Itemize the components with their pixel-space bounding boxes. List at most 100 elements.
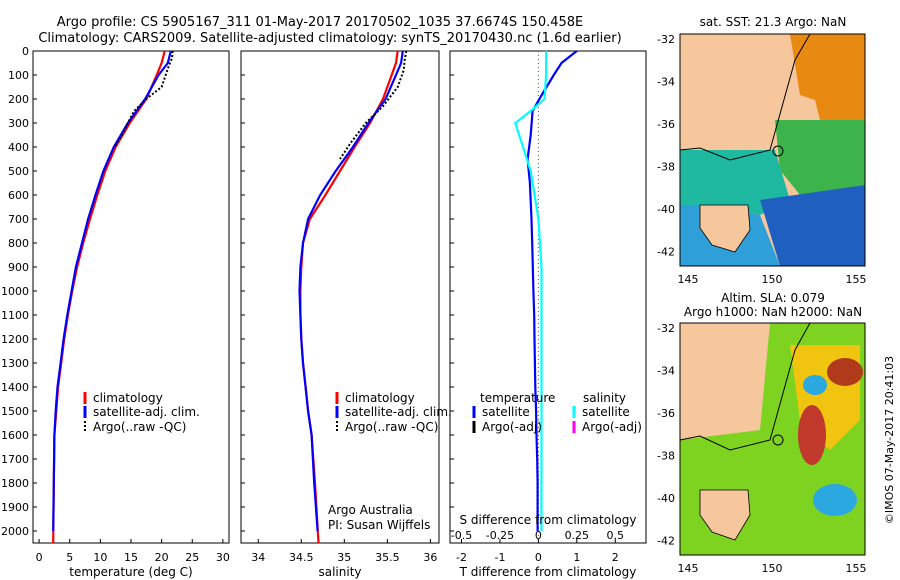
depth-tick-label: 1600 [1,429,29,442]
sst-tasmania [699,204,751,253]
x-tick-label: 15 [124,551,138,564]
lat-tick-label: -40 [657,492,675,505]
lat-tick-label: -38 [657,450,675,463]
depth-tick-label: 1400 [1,381,29,394]
x-tick-label: 1 [573,551,580,564]
lon-tick-label: 145 [678,562,699,575]
s-tick-label: -0.25 [486,529,514,542]
series-layer [52,50,578,544]
sst-map-title: sat. SST: 21.3 Argo: NaN [700,15,847,29]
diff-legend-temperature: temperature [480,391,555,405]
diff-legend-s-argo: Argo(-adj) [582,420,642,434]
sst-bass-strait [680,150,790,215]
s-tick-label: -0.5 [451,529,472,542]
x-tick-label: 0 [36,551,43,564]
temperature-panel [32,50,230,544]
lat-tick-label: -36 [657,407,675,420]
sla-low-2 [813,484,857,516]
legend-satellite: satellite-adj. clim. [93,405,200,419]
depth-tick-label: 1800 [1,477,29,490]
series-line-2-1 [514,51,548,531]
s-tick-label: 0 [535,529,542,542]
depth-tick-label: 2000 [1,525,29,538]
temperature-xlabel: temperature (deg C) [69,565,192,579]
depth-tick-label: 1700 [1,453,29,466]
sst-coastline [679,33,811,161]
sal-legend-climatology: climatology [345,391,415,405]
depth-tick-label: 0 [22,45,29,58]
diff-legend-salinity: salinity [583,391,626,405]
salinity-xlabel: salinity [318,565,361,579]
x-tick-label: 34 [251,551,265,564]
lon-tick-label: 155 [846,562,867,575]
x-tick-label: 0 [535,551,542,564]
argo-australia-label: Argo Australia [328,503,413,517]
series-line-1-0 [299,50,399,544]
depth-tick-label: 500 [8,165,29,178]
lon-tick-label: 150 [762,273,783,286]
series-line-1-2 [339,50,408,160]
depth-tick-label: 900 [8,261,29,274]
depth-tick-label: 400 [8,141,29,154]
lat-tick-label: -38 [657,161,675,174]
t-diff-xlabel: T difference from climatology [459,565,637,579]
s-tick-label: 0.25 [565,529,590,542]
depth-tick-label: 1300 [1,357,29,370]
sla-argo-location [772,434,784,446]
sla-low-1 [803,375,827,395]
depth-tick-label: 1000 [1,285,29,298]
sla-map-frame [679,322,866,556]
x-tick-label: 35 [337,551,351,564]
sst-map [679,33,866,267]
lat-tick-label: -32 [657,322,675,335]
sla-high-1 [827,358,863,386]
diff-legend-t-satellite: satellite [482,405,530,419]
difference-panel [449,50,647,544]
x-tick-label: 30 [216,551,230,564]
lat-tick-label: -42 [657,535,675,548]
series-line-1-1 [298,50,404,532]
sla-coastline [679,322,811,451]
sla-map-title2: Argo h1000: NaN h2000: NaN [684,305,862,319]
x-tick-label: 10 [93,551,107,564]
series-line-2-0 [526,50,578,531]
sst-cold-region [760,185,865,266]
legend-climatology: climatology [93,391,163,405]
x-tick-label: -1 [494,551,505,564]
depth-tick-label: 100 [8,69,29,82]
sal-legend-argo: Argo(..raw -QC) [345,420,438,434]
sla-lat-ticks: -32 -34 -36 -38 -40 -42 [657,322,675,548]
depth-tick-label: 700 [8,213,29,226]
lat-tick-label: -34 [657,76,675,89]
lat-tick-label: -32 [657,33,675,46]
sst-map-frame [679,33,866,267]
depth-tick-label: 1200 [1,333,29,346]
lat-tick-label: -34 [657,365,675,378]
x-tick-layer: 0 5 10 15 20 25 30 34 34.5 35 35.5 36 -2 -1 0 1 2 -0.5 -0.… [36,529,624,564]
lat-tick-label: -42 [657,246,675,259]
sst-argo-location [772,145,784,157]
sst-warm-region [790,34,865,120]
s-diff-label: S difference from climatology [460,513,637,527]
x-tick-label: 5 [66,551,73,564]
lat-tick-label: -40 [657,203,675,216]
x-tick-label: 25 [185,551,199,564]
figure-title-line1: Argo profile: CS 5905167_311 01-May-2017… [57,15,584,30]
depth-tick-labels: 0 100 200 300 400 500 600 700 800 900 1000 1100 1200… [1,45,454,538]
salinity-legend: climatology satellite-adj. clim. Argo(..… [328,391,452,532]
x-tick-label: -2 [456,551,467,564]
depth-tick-label: 1500 [1,405,29,418]
lon-tick-label: 155 [846,273,867,286]
s-tick-label: 0.5 [607,529,625,542]
diff-legend-t-argo: Argo(-adj) [482,420,542,434]
sla-high-2 [798,405,826,465]
x-tick-label: 36 [423,551,437,564]
x-tick-label: 34.5 [289,551,314,564]
credit-label: ©IMOS 07-May-2017 20:41:03 [883,356,896,524]
depth-tick-label: 800 [8,237,29,250]
salinity-panel [240,50,440,544]
depth-tick-label: 1100 [1,309,29,322]
sst-lat-ticks: -32 -34 -36 -38 -40 -42 [657,33,675,259]
difference-legend: temperature salinity satellite Argo(-adj… [472,391,642,434]
sla-tasmania [699,489,751,541]
